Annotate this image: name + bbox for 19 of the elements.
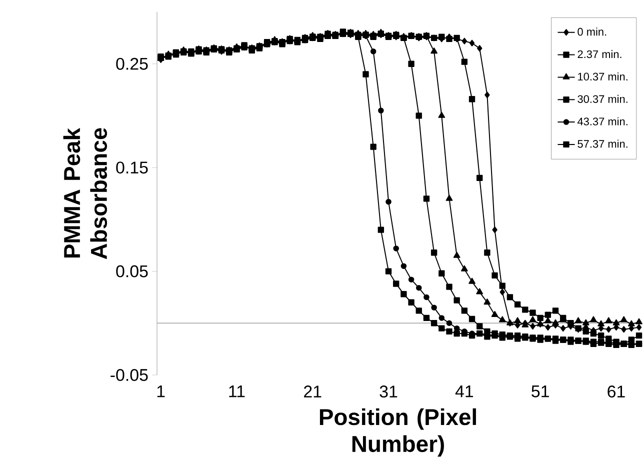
legend-label: 0 min. xyxy=(578,28,606,36)
x-tick-label: 11 xyxy=(229,386,245,398)
legend-label: 30.37 min. xyxy=(578,94,628,103)
x-tick-label: 1 xyxy=(157,386,165,398)
y-tick-label: -0.05 xyxy=(110,369,148,381)
x-tick-label: 61 xyxy=(608,386,625,398)
legend-label: 10.37 min. xyxy=(578,72,628,81)
legend-label: 43.37 min. xyxy=(577,117,628,126)
y-tick-label: 0.15 xyxy=(116,162,148,174)
x-axis-title: Position (Pixel Number) xyxy=(320,408,476,457)
x-tick-label: 21 xyxy=(304,386,322,398)
y-tick-label: 0.05 xyxy=(116,265,148,278)
x-tick-label: 41 xyxy=(455,386,474,398)
y-tick-label: 0.25 xyxy=(116,58,148,70)
x-tick-label: 51 xyxy=(532,386,549,398)
y-axis-title: PMMA Peak Absorbance xyxy=(63,128,108,260)
legend-label: 57.37 min. xyxy=(578,140,628,148)
legend-label: 2.37 min. xyxy=(578,50,622,58)
x-tick-label: 31 xyxy=(380,386,398,398)
